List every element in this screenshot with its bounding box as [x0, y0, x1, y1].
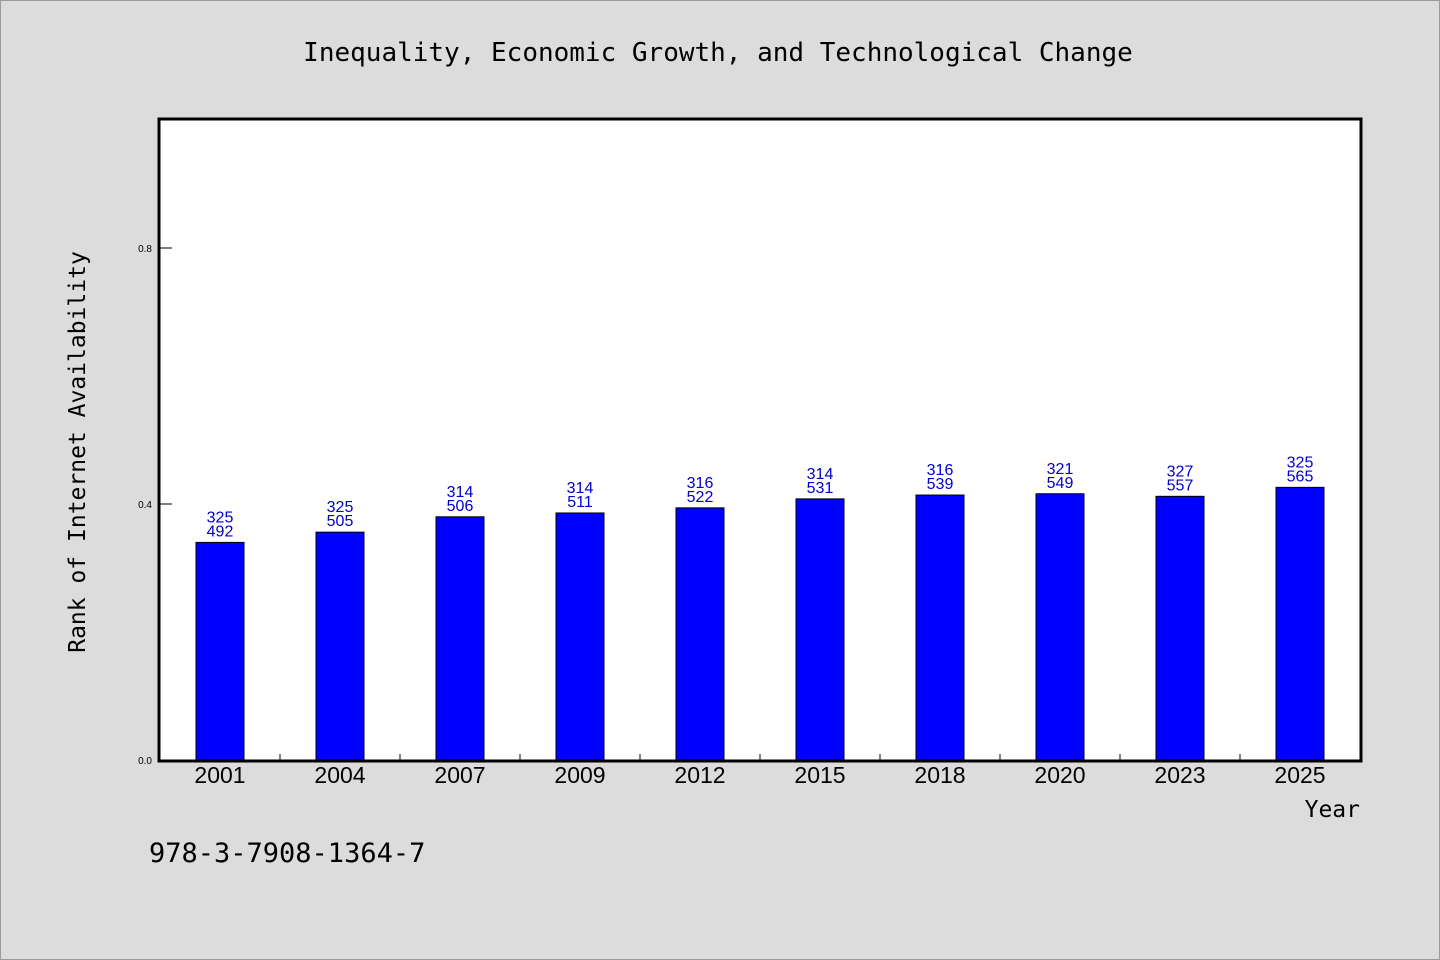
bar: [1155, 495, 1205, 761]
bar-label-bottom: 505: [327, 513, 354, 530]
bar-label-top: 316: [687, 475, 714, 492]
y-axis-label: Rank of Internet Availability: [65, 251, 91, 653]
bar-label-top: 316: [927, 462, 954, 479]
bar-label-bottom: 522: [687, 489, 714, 506]
x-tick-label: 2009: [554, 762, 605, 788]
bar: [435, 516, 485, 761]
y-tick-label: 0.0: [138, 756, 152, 767]
y-axis: 0.0 0.4 0.8: [138, 244, 172, 767]
bar-label-bottom: 549: [1047, 475, 1074, 492]
bar-label-top: 314: [447, 484, 474, 501]
bar: [1275, 486, 1325, 761]
chart-title: Inequality, Economic Growth, and Technol…: [303, 38, 1133, 68]
bar-label-top: 314: [807, 466, 834, 483]
bar-label-top: 321: [1047, 461, 1074, 478]
bar: [675, 507, 725, 761]
x-tick-label: 2025: [1274, 762, 1325, 788]
x-tick-label: 2012: [674, 762, 725, 788]
x-tick-label: 2015: [794, 762, 845, 788]
bar-label-top: 327: [1167, 463, 1194, 480]
x-tick-label: 2020: [1034, 762, 1085, 788]
data-labels: 3254923255053145063145113165223145313165…: [207, 454, 1314, 540]
x-tick-label: 2001: [194, 762, 245, 788]
x-tick-label: 2018: [914, 762, 965, 788]
y-tick-label: 0.4: [138, 500, 152, 511]
bar-label-bottom: 531: [807, 480, 834, 497]
x-tick-label: 2023: [1154, 762, 1205, 788]
x-axis-label: Year: [1305, 797, 1360, 823]
bar: [1035, 493, 1085, 761]
bar: [315, 531, 365, 761]
y-tick-label: 0.8: [138, 244, 152, 255]
bar-label-bottom: 557: [1167, 477, 1194, 494]
bar-series: [195, 486, 1325, 761]
bar-label-bottom: 565: [1287, 468, 1314, 485]
bar-label-top: 325: [207, 509, 234, 526]
bar: [555, 512, 605, 761]
bar-label-bottom: 506: [447, 498, 474, 515]
bar-label-top: 325: [327, 499, 354, 516]
bar: [195, 541, 245, 761]
bar-label-bottom: 492: [207, 523, 234, 540]
x-tick-label: 2007: [434, 762, 485, 788]
isbn-note: 978-3-7908-1364-7: [149, 838, 425, 869]
bar: [795, 498, 845, 761]
bar-label-bottom: 511: [567, 494, 593, 511]
bar: [915, 494, 965, 761]
x-tick-label: 2004: [314, 762, 365, 788]
bar-label-top: 314: [567, 480, 594, 497]
bar-label-bottom: 539: [927, 476, 954, 493]
x-axis: 2001 2004 2007 2009 2012 2015 2018 2020 2023 2025: [194, 754, 1326, 788]
bar-label-top: 325: [1287, 454, 1314, 471]
